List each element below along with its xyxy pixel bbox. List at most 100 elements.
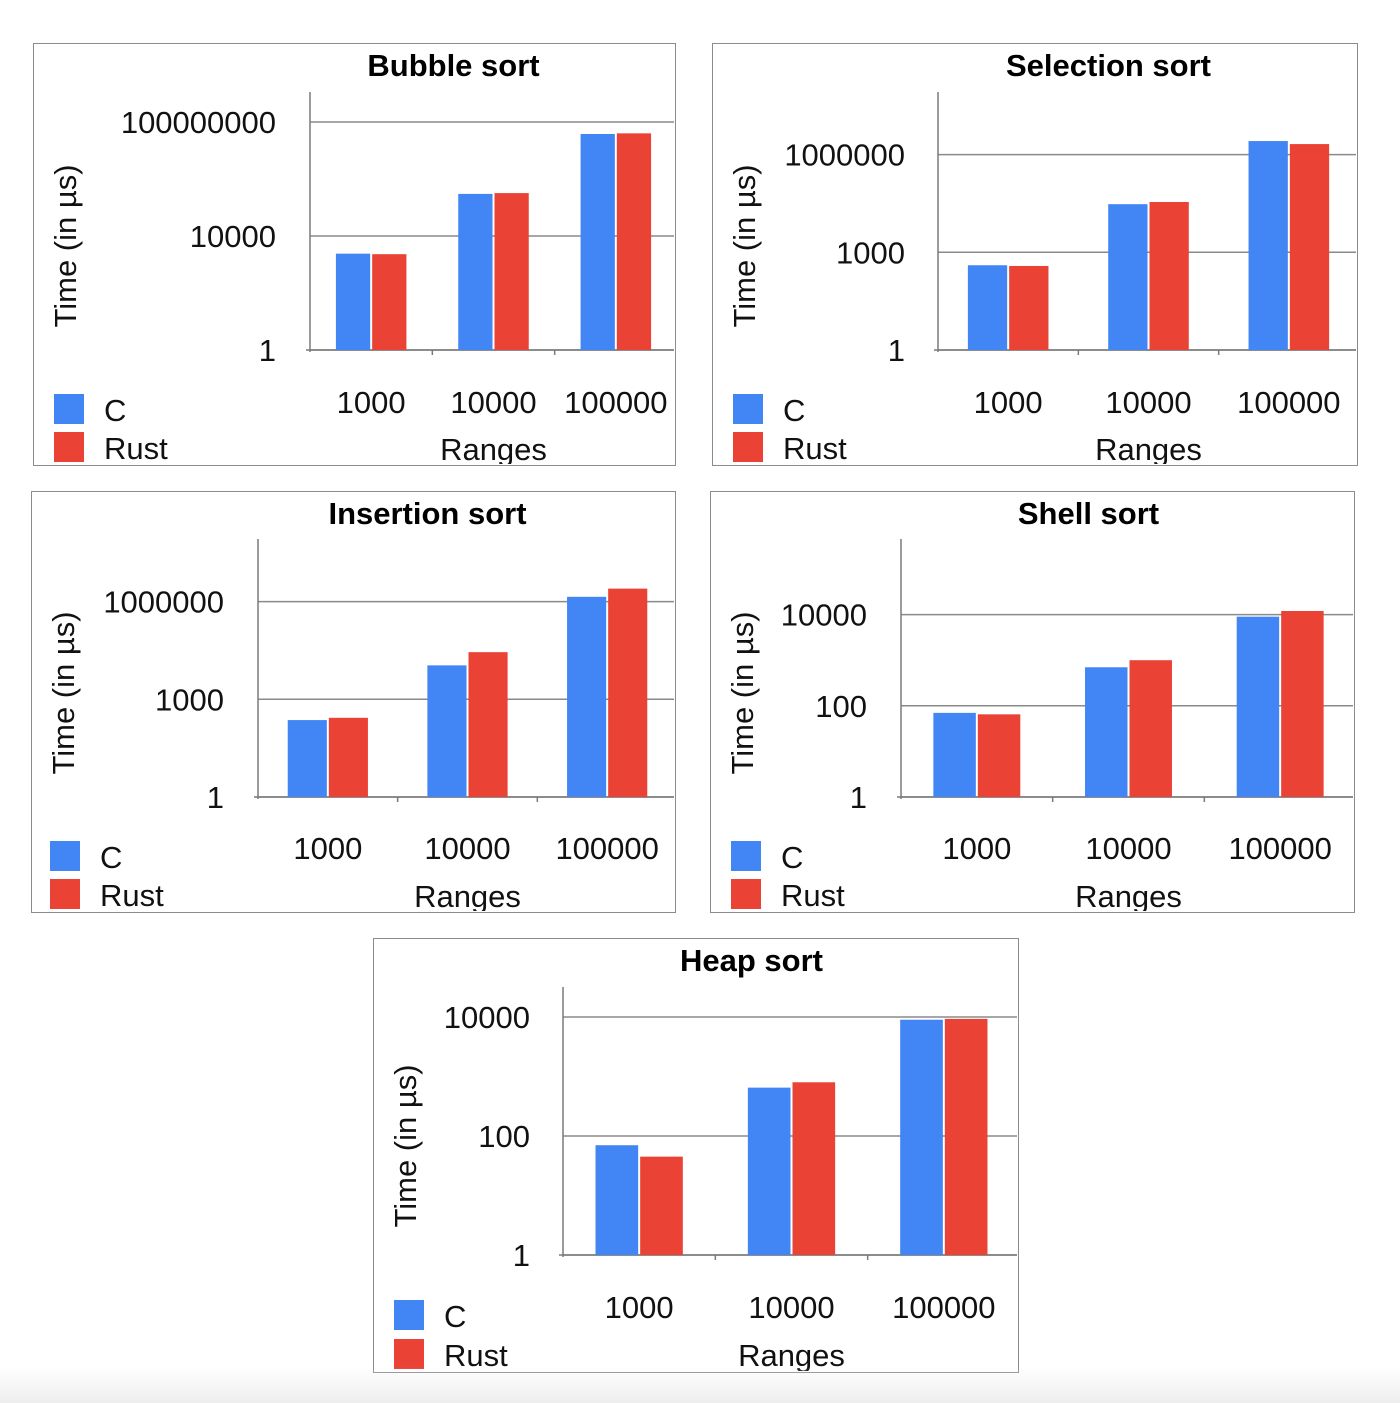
bar-c — [287, 720, 327, 797]
legend-swatch-c — [733, 394, 763, 424]
bar-rust — [1289, 144, 1330, 350]
x-tick-label: 1000 — [942, 831, 1011, 866]
bar-rust — [1129, 660, 1172, 797]
x-axis-label: Ranges — [738, 1338, 845, 1371]
x-tick-label: 1000 — [605, 1290, 674, 1325]
y-axis-label: Time (in µs) — [727, 164, 762, 327]
x-tick-label: 10000 — [748, 1290, 834, 1325]
bar-c — [900, 1019, 943, 1255]
bar-rust — [1009, 265, 1049, 350]
y-tick-label: 1000000 — [103, 585, 224, 620]
x-axis-label: Ranges — [440, 432, 547, 464]
chart-svg: Heap sort 1 100 10000 1000 10000 100000 Time (i… — [388, 943, 1017, 1371]
y-tick-label: 1 — [850, 780, 867, 815]
chart-panel-selection-sort: Selection sort 1 1000 1000000 1000 10000 10000… — [712, 43, 1358, 466]
bar-c — [427, 665, 467, 797]
bar-rust — [494, 193, 529, 350]
legend-swatch-rust — [731, 879, 761, 909]
bar-c — [567, 596, 607, 797]
bar-rust — [616, 133, 652, 350]
bar-c — [1248, 141, 1288, 350]
x-axis-label: Ranges — [414, 879, 521, 911]
chart-title: Heap sort — [680, 943, 823, 978]
legend-label-rust: Rust — [100, 878, 164, 911]
bar-rust — [640, 1156, 683, 1255]
legend-label-c: C — [783, 393, 805, 428]
bar-c — [580, 133, 615, 350]
x-tick-label: 100000 — [564, 385, 667, 420]
bar-rust — [468, 652, 508, 797]
legend-swatch-rust — [394, 1339, 424, 1369]
y-axis-label: Time (in µs) — [725, 611, 760, 774]
legend-swatch-rust — [50, 879, 80, 909]
y-tick-label: 1 — [513, 1238, 530, 1273]
legend-swatch-c — [50, 841, 80, 871]
legend-label-rust: Rust — [781, 878, 845, 911]
legend-swatch-rust — [54, 432, 84, 462]
y-tick-label: 100 — [478, 1119, 530, 1154]
bar-rust — [792, 1082, 836, 1255]
chart-title: Insertion sort — [328, 496, 526, 531]
legend-label-c: C — [100, 840, 122, 875]
bar-c — [595, 1145, 639, 1255]
bar-rust — [944, 1018, 988, 1255]
chart-panel-bubble-sort: Bubble sort 1 10000 100000000 1000 10000 10000… — [33, 43, 676, 466]
x-tick-label: 1000 — [974, 385, 1043, 420]
legend-swatch-c — [394, 1300, 424, 1330]
y-tick-label: 1000 — [155, 682, 224, 717]
bar-rust — [1281, 610, 1324, 797]
bar-c — [1085, 667, 1128, 797]
y-axis-label: Time (in µs) — [388, 1064, 423, 1227]
x-tick-label: 100000 — [892, 1290, 995, 1325]
chart-title: Selection sort — [1006, 48, 1211, 83]
chart-title: Bubble sort — [367, 48, 539, 83]
chart-svg: Bubble sort 1 10000 100000000 1000 10000 10000… — [48, 48, 674, 464]
legend-label-rust: Rust — [444, 1338, 508, 1371]
x-tick-label: 1000 — [337, 385, 406, 420]
bar-c — [967, 265, 1008, 350]
bar-c — [335, 253, 371, 350]
bottom-shadow — [0, 1367, 1400, 1403]
y-tick-label: 1 — [259, 333, 276, 368]
bar-rust — [372, 254, 407, 350]
bar-rust — [328, 717, 368, 797]
y-tick-label: 1000 — [836, 235, 905, 270]
bar-rust — [1149, 201, 1189, 350]
legend-label-rust: Rust — [783, 431, 847, 464]
y-tick-label: 1 — [207, 780, 224, 815]
y-tick-label: 1 — [888, 333, 905, 368]
legend-swatch-c — [54, 394, 84, 424]
bar-c — [747, 1087, 791, 1255]
x-axis-label: Ranges — [1095, 432, 1202, 464]
legend-swatch-c — [731, 841, 761, 871]
x-tick-label: 10000 — [424, 831, 510, 866]
chart-svg: Shell sort 1 100 10000 1000 10000 100000 Time (… — [725, 496, 1353, 911]
chart-panel-insertion-sort: Insertion sort 1 1000 1000000 1000 10000 10000… — [31, 491, 676, 913]
x-tick-label: 100000 — [1237, 385, 1340, 420]
y-tick-label: 10000 — [444, 1000, 530, 1035]
x-tick-label: 10000 — [1085, 831, 1171, 866]
x-tick-label: 100000 — [555, 831, 658, 866]
y-axis-label: Time (in µs) — [48, 164, 83, 327]
y-tick-label: 10000 — [781, 598, 867, 633]
bar-c — [933, 712, 976, 797]
x-tick-label: 10000 — [1105, 385, 1191, 420]
legend-label-c: C — [781, 840, 803, 875]
legend-label-c: C — [104, 393, 126, 428]
y-tick-label: 1000000 — [784, 138, 905, 173]
chart-svg: Selection sort 1 1000 1000000 1000 10000 10000… — [727, 48, 1356, 464]
y-tick-label: 100000000 — [121, 105, 276, 140]
chart-panel-heap-sort: Heap sort 1 100 10000 1000 10000 100000 Time (i… — [373, 938, 1019, 1373]
legend-label-rust: Rust — [104, 431, 168, 464]
x-tick-label: 10000 — [450, 385, 536, 420]
legend-label-c: C — [444, 1299, 466, 1334]
y-tick-label: 10000 — [190, 219, 276, 254]
chart-panel-shell-sort: Shell sort 1 100 10000 1000 10000 100000 Time (… — [710, 491, 1355, 913]
x-axis-label: Ranges — [1075, 879, 1182, 911]
bar-rust — [608, 588, 648, 797]
y-tick-label: 100 — [815, 689, 867, 724]
bar-rust — [977, 714, 1021, 797]
bar-c — [1236, 616, 1280, 797]
chart-svg: Insertion sort 1 1000 1000000 1000 10000 10000… — [46, 496, 674, 911]
bar-c — [1108, 204, 1148, 350]
